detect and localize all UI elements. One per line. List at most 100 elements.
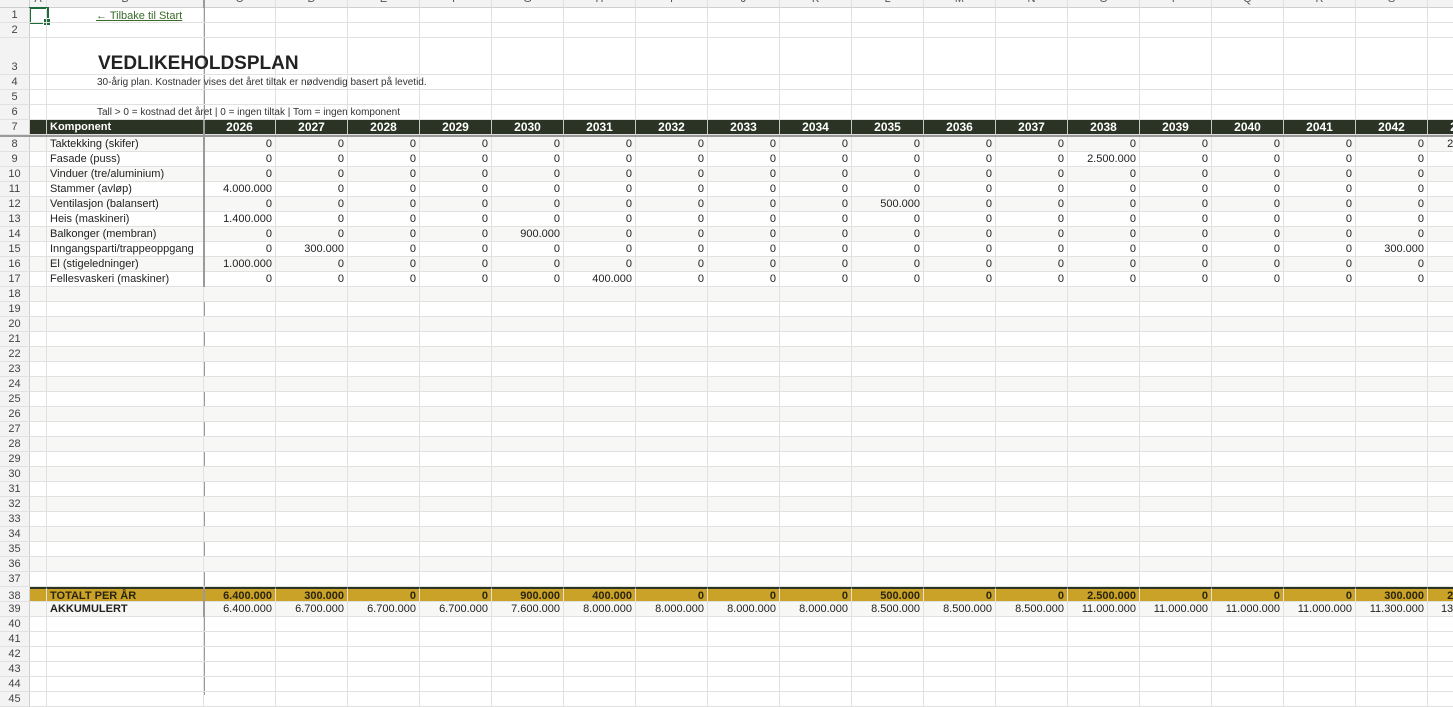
cell-2041[interactable] bbox=[1284, 557, 1356, 572]
cell-2040[interactable] bbox=[1212, 542, 1284, 557]
cell-2026[interactable]: 0 bbox=[204, 242, 276, 257]
cell-2032[interactable]: 0 bbox=[636, 257, 708, 272]
cell-2042[interactable]: 11.300.000 bbox=[1356, 602, 1428, 617]
cell-2039[interactable] bbox=[1140, 617, 1212, 632]
cell-2035[interactable]: 0 bbox=[852, 272, 924, 287]
cell-A13[interactable] bbox=[30, 212, 47, 227]
cell-2038[interactable] bbox=[1068, 662, 1140, 677]
cell-2029[interactable] bbox=[420, 302, 492, 317]
cell-2037[interactable] bbox=[996, 497, 1068, 512]
cell-2043[interactable] bbox=[1428, 23, 1453, 38]
cell-2027[interactable] bbox=[276, 8, 348, 23]
cell-2031[interactable] bbox=[564, 287, 636, 302]
cell-2037[interactable] bbox=[996, 527, 1068, 542]
row-header[interactable]: 40 bbox=[0, 617, 30, 632]
cell-2039[interactable] bbox=[1140, 497, 1212, 512]
cell-2039[interactable]: 0 bbox=[1140, 227, 1212, 242]
cell-2028[interactable] bbox=[348, 527, 420, 542]
cell-2040[interactable]: 0 bbox=[1212, 197, 1284, 212]
cell-2033[interactable] bbox=[708, 302, 780, 317]
cell-2041[interactable] bbox=[1284, 512, 1356, 527]
cell-2027[interactable] bbox=[276, 38, 348, 75]
cell-2037[interactable] bbox=[996, 392, 1068, 407]
cell-2042[interactable]: 0 bbox=[1356, 227, 1428, 242]
cell-2034[interactable] bbox=[780, 392, 852, 407]
row-header[interactable]: 44 bbox=[0, 677, 30, 692]
cell-2042[interactable] bbox=[1356, 377, 1428, 392]
cell-2029[interactable] bbox=[420, 542, 492, 557]
column-header-I[interactable]: I bbox=[636, 0, 708, 8]
cell-2027[interactable] bbox=[276, 557, 348, 572]
cell-A38[interactable] bbox=[30, 587, 47, 602]
cell-2026[interactable] bbox=[204, 662, 276, 677]
cell-2033[interactable] bbox=[708, 557, 780, 572]
cell-2043[interactable] bbox=[1428, 8, 1453, 23]
cell-A4[interactable] bbox=[30, 75, 47, 90]
cell-2033[interactable]: 8.000.000 bbox=[708, 602, 780, 617]
cell-2030[interactable]: 0 bbox=[492, 272, 564, 287]
cell-2032[interactable] bbox=[636, 617, 708, 632]
cell-2027[interactable] bbox=[276, 362, 348, 377]
cell-2041[interactable] bbox=[1284, 662, 1356, 677]
cell-2030[interactable] bbox=[492, 632, 564, 647]
cell-2027[interactable]: 0 bbox=[276, 182, 348, 197]
cell-2035[interactable]: 500.000 bbox=[852, 197, 924, 212]
cell-2032[interactable] bbox=[636, 527, 708, 542]
cell-2027[interactable] bbox=[276, 332, 348, 347]
cell-2036[interactable] bbox=[924, 437, 996, 452]
cell-2042[interactable] bbox=[1356, 422, 1428, 437]
cell-A44[interactable] bbox=[30, 677, 47, 692]
cell-2041[interactable] bbox=[1284, 8, 1356, 23]
cell-2034[interactable] bbox=[780, 8, 852, 23]
cell-2035[interactable] bbox=[852, 497, 924, 512]
cell-2031[interactable] bbox=[564, 632, 636, 647]
cell-2039[interactable] bbox=[1140, 23, 1212, 38]
column-header-F[interactable]: F bbox=[420, 0, 492, 8]
cell-2038[interactable]: 11.000.000 bbox=[1068, 602, 1140, 617]
row-header[interactable]: 10 bbox=[0, 167, 30, 182]
cell-2035[interactable] bbox=[852, 422, 924, 437]
cell-2042[interactable] bbox=[1356, 692, 1428, 707]
cell-2028[interactable] bbox=[348, 437, 420, 452]
cell-2032[interactable] bbox=[636, 8, 708, 23]
cell-2040[interactable] bbox=[1212, 557, 1284, 572]
cell-2040[interactable] bbox=[1212, 662, 1284, 677]
cell-2029[interactable] bbox=[420, 407, 492, 422]
cell-2039[interactable] bbox=[1140, 332, 1212, 347]
cell-2035[interactable] bbox=[852, 692, 924, 707]
cell-2037[interactable] bbox=[996, 38, 1068, 75]
cell-2036[interactable]: 0 bbox=[924, 272, 996, 287]
cell-2039[interactable]: 0 bbox=[1140, 152, 1212, 167]
cell-2043[interactable] bbox=[1428, 302, 1453, 317]
cell-2026[interactable]: 6.400.000 bbox=[204, 602, 276, 617]
row-header[interactable]: 9 bbox=[0, 152, 30, 167]
cell-2032[interactable]: 0 bbox=[636, 137, 708, 152]
cell-2032[interactable] bbox=[636, 287, 708, 302]
cell-2034[interactable] bbox=[780, 407, 852, 422]
cell-A6[interactable] bbox=[30, 105, 47, 120]
cell-2037[interactable] bbox=[996, 662, 1068, 677]
cell-2030[interactable] bbox=[492, 287, 564, 302]
cell-2034[interactable] bbox=[780, 452, 852, 467]
cell-2032[interactable] bbox=[636, 632, 708, 647]
cell-2038[interactable]: 0 bbox=[1068, 197, 1140, 212]
cell-2039[interactable]: 0 bbox=[1140, 212, 1212, 227]
row-header[interactable]: 37 bbox=[0, 572, 30, 587]
cell-2029[interactable] bbox=[420, 392, 492, 407]
cell-A12[interactable] bbox=[30, 197, 47, 212]
cell-A31[interactable] bbox=[30, 482, 47, 497]
cell-B34[interactable] bbox=[47, 527, 204, 542]
column-header-P[interactable]: P bbox=[1140, 0, 1212, 8]
cell-2030[interactable] bbox=[492, 497, 564, 512]
cell-2036[interactable] bbox=[924, 347, 996, 362]
cell-2031[interactable] bbox=[564, 677, 636, 692]
cell-A9[interactable] bbox=[30, 152, 47, 167]
row-header[interactable]: 35 bbox=[0, 542, 30, 557]
cell-2037[interactable] bbox=[996, 23, 1068, 38]
cell-2040[interactable]: 0 bbox=[1212, 137, 1284, 152]
cell-A45[interactable] bbox=[30, 692, 47, 707]
cell-2040[interactable] bbox=[1212, 8, 1284, 23]
cell-2033[interactable] bbox=[708, 8, 780, 23]
cell-2031[interactable]: 400.000 bbox=[564, 272, 636, 287]
cell-2042[interactable]: 0 bbox=[1356, 197, 1428, 212]
